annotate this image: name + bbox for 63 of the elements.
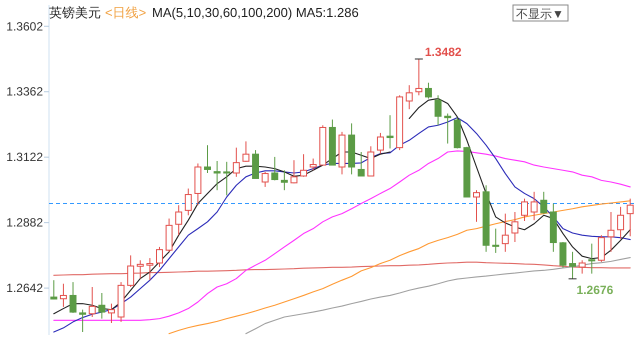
candlestick — [473, 190, 480, 222]
candlestick — [358, 152, 365, 177]
candlestick — [214, 160, 221, 191]
y-tick-label: 1.3602 — [6, 19, 44, 34]
candlestick — [136, 260, 144, 280]
candlestick — [588, 243, 596, 274]
candlestick — [386, 114, 394, 149]
candlestick — [540, 191, 548, 214]
candlestick — [79, 309, 86, 332]
candlestick — [569, 251, 576, 280]
candlestick — [502, 213, 509, 252]
candlestick — [617, 206, 624, 240]
candlestick — [492, 228, 500, 254]
y-tick-label: 1.2642 — [6, 281, 44, 296]
candlestick — [70, 282, 76, 314]
candlestick — [530, 191, 538, 221]
candlestick — [60, 283, 67, 308]
annotation: 1.2676 — [576, 282, 614, 297]
candlestick — [521, 198, 528, 222]
line-series — [245, 257, 631, 334]
candlestick — [434, 94, 442, 126]
y-tick-label: 1.3362 — [6, 84, 44, 99]
candlestick — [232, 147, 240, 178]
candlestick — [626, 198, 634, 237]
candlestick — [300, 154, 308, 178]
candlestick — [511, 212, 518, 242]
annotation: MA(5,10,30,60,100,200) MA5:1.286 — [152, 5, 359, 20]
candlestick — [223, 161, 230, 196]
annotation: 1.3482 — [424, 45, 462, 59]
candlestick — [156, 246, 163, 268]
candlestick — [280, 170, 288, 191]
candlestick — [406, 84, 413, 110]
candlestick — [184, 188, 192, 216]
chart-title: 英镑美元 — [49, 5, 101, 20]
candlestick — [127, 254, 134, 288]
candlestick — [376, 132, 384, 154]
candlestick — [262, 171, 269, 188]
candlestick — [98, 292, 106, 320]
candlestick — [108, 303, 115, 324]
y-tick-label: 1.2882 — [6, 216, 44, 230]
line-series — [53, 117, 631, 333]
candlestick — [578, 260, 586, 274]
candlestick — [598, 234, 605, 262]
candlestick — [50, 280, 58, 300]
candlestick — [88, 286, 96, 318]
candlestick — [242, 140, 250, 162]
candlestick — [415, 58, 422, 96]
candlestick — [608, 212, 614, 252]
candlestick — [559, 242, 566, 268]
chart-subtitle: <日线> — [105, 5, 146, 20]
candlestick — [310, 158, 317, 171]
candlestick — [146, 258, 154, 281]
line-series — [168, 200, 631, 334]
candlestick — [444, 113, 452, 144]
line-series — [53, 150, 631, 321]
annotation: 不显示▼ — [516, 7, 564, 21]
y-tick-label: 1.3122 — [6, 150, 44, 164]
candlestick — [424, 82, 432, 100]
candlestick — [271, 156, 278, 181]
candlestick — [204, 144, 211, 174]
candlestick — [175, 204, 182, 236]
candlestick — [367, 146, 374, 176]
candlestick — [290, 160, 298, 184]
